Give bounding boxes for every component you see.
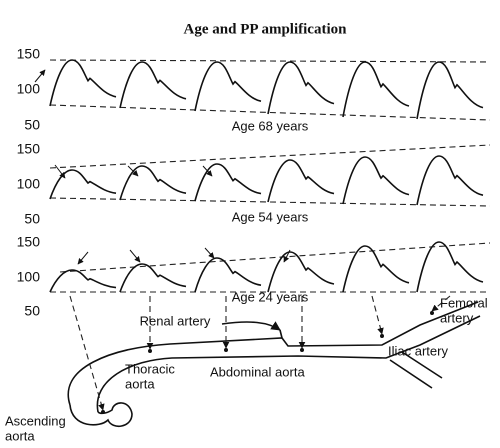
- anatomy-label: Renal artery: [140, 313, 211, 328]
- pointer-arrow: [129, 249, 141, 263]
- pointer-arrow: [77, 251, 89, 265]
- pointer-arrow: [204, 247, 215, 259]
- dashed-line: [49, 104, 491, 121]
- y-tick-label: 50: [24, 117, 40, 133]
- dashed-line: [49, 144, 491, 169]
- panel-label: Age 24 years: [232, 289, 309, 304]
- pointer-arrow: [54, 164, 66, 179]
- y-tick-label: 50: [24, 303, 40, 319]
- anatomy-label: Ascending: [5, 413, 66, 428]
- y-tick-label: 50: [24, 211, 40, 227]
- title: Age and PP amplification: [184, 21, 348, 37]
- pressure-wave: [342, 245, 410, 293]
- pressure-wave: [194, 163, 262, 202]
- pressure-wave: [119, 61, 187, 109]
- anatomy-label: Iliac artery: [388, 343, 448, 358]
- pressure-wave: [267, 251, 335, 293]
- pointer-arrow: [202, 165, 213, 177]
- y-tick-label: 100: [17, 269, 41, 285]
- pressure-wave: [416, 241, 484, 293]
- pressure-wave: [119, 263, 187, 293]
- pressure-wave: [416, 155, 484, 206]
- site-arrow: [431, 295, 451, 312]
- panel-label: Age 54 years: [232, 209, 309, 224]
- pressure-wave: [267, 159, 335, 203]
- pressure-wave: [49, 59, 117, 107]
- y-tick-label: 100: [17, 81, 41, 97]
- dashed-line: [49, 59, 491, 63]
- site-arrow: [371, 295, 384, 335]
- panel-label: Age 68 years: [232, 118, 309, 133]
- y-tick-label: 150: [17, 234, 41, 250]
- pressure-wave: [49, 169, 117, 200]
- pressure-wave: [267, 61, 335, 115]
- pointer-arrow: [283, 249, 291, 263]
- anatomy-label: aorta: [5, 428, 35, 443]
- anatomy-label: aorta: [125, 376, 155, 391]
- y-tick-label: 100: [17, 176, 41, 192]
- anatomy-label: artery: [440, 310, 474, 325]
- pressure-wave: [194, 61, 262, 112]
- dashed-line: [49, 197, 491, 207]
- pressure-wave: [342, 156, 410, 205]
- pressure-wave: [49, 269, 117, 293]
- anatomy-label: Thoracic: [125, 361, 175, 376]
- anatomy-label: Abdominal aorta: [210, 364, 305, 379]
- site-arrow: [69, 295, 105, 411]
- anatomy-label: Femoral: [440, 295, 488, 310]
- pressure-wave: [342, 61, 410, 118]
- pointer-arrow: [127, 165, 139, 177]
- pressure-wave: [194, 257, 262, 293]
- dashed-line: [59, 242, 491, 273]
- pressure-wave: [119, 165, 187, 201]
- y-tick-label: 150: [17, 46, 41, 62]
- pointer-arrow: [34, 69, 46, 83]
- y-tick-label: 150: [17, 141, 41, 157]
- renal-arrow: [221, 321, 281, 331]
- pressure-wave: [416, 61, 484, 120]
- artery-tree: [67, 301, 481, 427]
